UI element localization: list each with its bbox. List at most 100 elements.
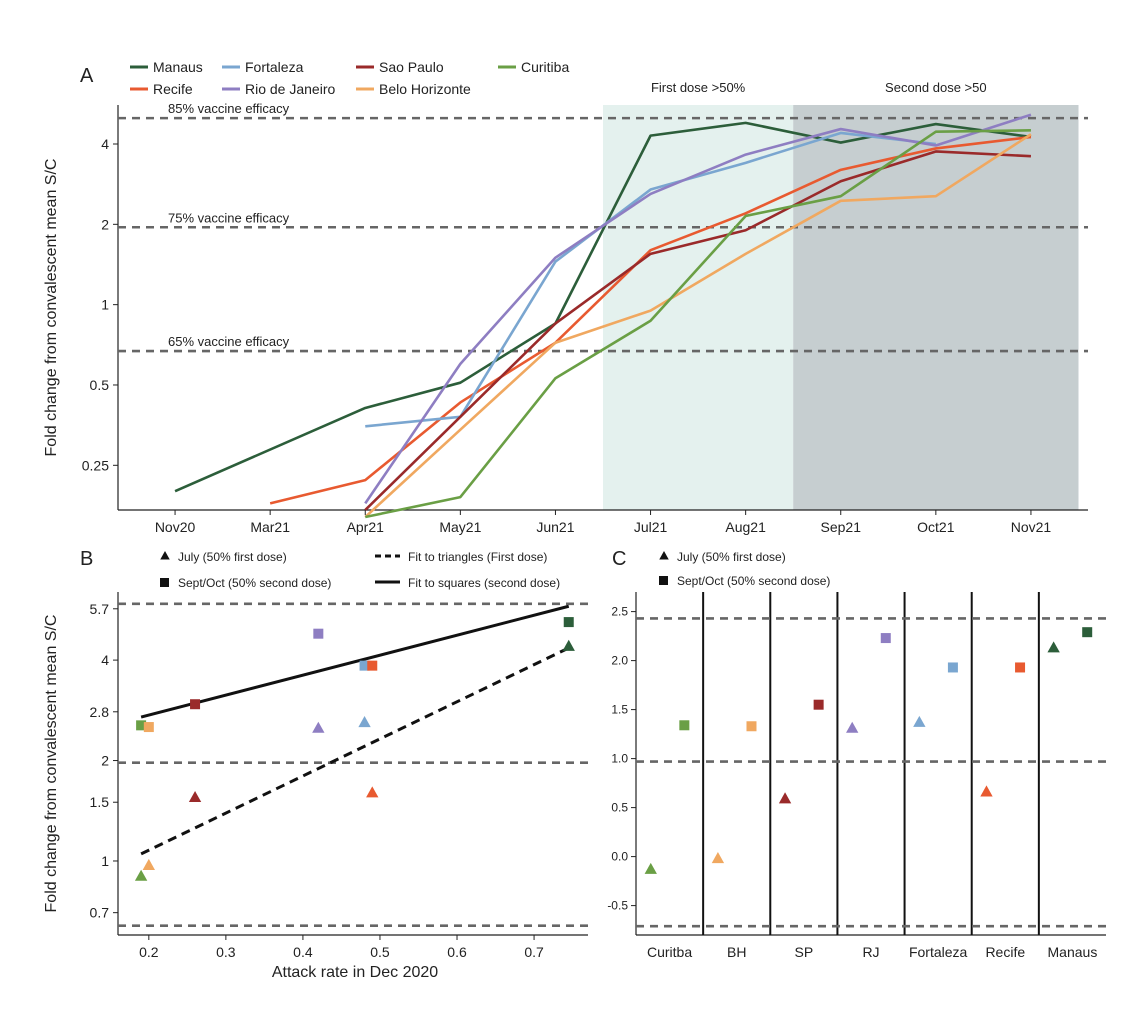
legend-square-c: [659, 576, 668, 585]
y-tick-label-0-5: 0.5: [90, 377, 110, 393]
panel-label-c: C: [612, 548, 626, 570]
panel-label-a: A: [80, 65, 94, 87]
legend-label-square-c: Sept/Oct (50% second dose): [677, 574, 830, 588]
y-tick-label-c-0-5: 0.5: [611, 801, 628, 815]
legend-label-curitiba: Curitiba: [521, 59, 569, 75]
legend-label-belo-horizonte: Belo Horizonte: [379, 81, 471, 97]
x-tick-label-b-0-3: 0.3: [216, 944, 236, 960]
reference-label-65-vaccine-efficacy: 65% vaccine efficacy: [168, 334, 290, 349]
series-line-belo-horizonte: [364, 133, 1032, 518]
triangle-point-c-manaus: [1047, 641, 1060, 653]
legend-label-triangle-b: July (50% first dose): [178, 550, 287, 564]
triangle-point-manaus: [562, 639, 575, 651]
category-label-c-recife: Recife: [985, 944, 1025, 960]
square-point-c-sp: [813, 699, 824, 710]
y-tick-label-b-0-7: 0.7: [90, 905, 110, 921]
triangle-point-rio-de-janeiro: [312, 721, 325, 733]
x-tick-label-apr21: Apr21: [347, 519, 385, 535]
triangle-point-belo-horizonte: [142, 858, 155, 870]
x-tick-label-nov20: Nov20: [155, 519, 196, 535]
band-label-first-dose-50-: First dose >50%: [651, 80, 746, 95]
fit-line-triangles: [140, 646, 570, 856]
band-label-second-dose-50: Second dose >50: [885, 80, 987, 95]
square-point-curitiba: [136, 720, 147, 731]
x-tick-label-oct21: Oct21: [917, 519, 955, 535]
category-label-c-manaus: Manaus: [1048, 944, 1098, 960]
triangle-point-c-bh: [711, 852, 725, 864]
triangle-point-c-rj: [846, 721, 859, 733]
triangle-point-sao-paulo: [188, 790, 202, 803]
y-tick-label-0-25: 0.25: [82, 457, 109, 473]
square-point-fortaleza: [359, 660, 370, 671]
legend-label-dashed-b: Fit to triangles (First dose): [408, 550, 547, 564]
square-point-c-fortaleza: [947, 662, 958, 673]
legend-label-triangle-c: July (50% first dose): [677, 550, 786, 564]
square-point-recife: [367, 660, 378, 671]
x-tick-label-b-0-5: 0.5: [370, 944, 390, 960]
square-point-c-manaus: [1082, 627, 1093, 638]
category-label-c-fortaleza: Fortaleza: [909, 944, 968, 960]
y-tick-label-b-4: 4: [101, 652, 109, 668]
x-tick-label-jun21: Jun21: [536, 519, 574, 535]
square-point-rio-de-janeiro: [313, 628, 324, 639]
y-axis-title-a: Fold change from convalescent mean S/C: [43, 159, 60, 457]
square-point-sao-paulo: [190, 699, 201, 710]
x-tick-label-b-0-7: 0.7: [524, 944, 544, 960]
fit-line-squares: [140, 604, 570, 719]
legend-label-recife: Recife: [153, 81, 193, 97]
series-line-curitiba: [364, 129, 1031, 519]
y-tick-label-c-1-0: 1.0: [611, 752, 628, 766]
triangle-point-c-fortaleza: [913, 715, 926, 727]
legend-triangle-b: [160, 551, 170, 560]
legend-label-sao-paulo: Sao Paulo: [379, 59, 444, 75]
y-tick-label-b-5-7: 5.7: [90, 601, 110, 617]
x-tick-label-may21: May21: [439, 519, 481, 535]
series-line-manaus: [174, 121, 1032, 493]
category-label-c-sp: SP: [795, 944, 814, 960]
category-label-c-curitba: Curitba: [647, 944, 692, 960]
band-second-dose-50: [793, 105, 1079, 510]
x-tick-label-b-0-4: 0.4: [293, 944, 313, 960]
reference-label-85-vaccine-efficacy: 85% vaccine efficacy: [168, 101, 290, 116]
y-tick-label-b-2-8: 2.8: [90, 704, 110, 720]
legend-label-rio-de-janeiro: Rio de Janeiro: [245, 81, 335, 97]
series-line-recife: [269, 135, 1032, 505]
x-tick-label-b-0-2: 0.2: [139, 944, 159, 960]
triangle-point-fortaleza: [358, 716, 371, 728]
x-tick-label-jul21: Jul21: [634, 519, 668, 535]
square-point-c-curitba: [679, 720, 690, 731]
y-tick-label-c-0-0: 0.0: [611, 850, 628, 864]
y-axis-title-b: Fold change from convalescent mean S/C: [43, 615, 60, 913]
x-tick-label-sep21: Sep21: [821, 519, 862, 535]
triangle-point-recife: [366, 786, 379, 798]
panel-a: First dose >50% Second dose >50 85% vaccin…: [43, 59, 1088, 535]
panel-c: Curitba BH SP RJ Fortaleza Recife Manaus -0.5 0.…: [607, 548, 1106, 960]
y-tick-label-c-2-0: 2.0: [611, 654, 628, 668]
panel-label-b: B: [80, 548, 93, 570]
y-tick-label-b-1: 1: [101, 853, 109, 869]
series-line-sao-paulo: [364, 150, 1032, 511]
category-label-c-bh: BH: [727, 944, 746, 960]
legend-label-square-b: Sept/Oct (50% second dose): [178, 576, 331, 590]
y-tick-label-b-1-5: 1.5: [90, 794, 110, 810]
y-tick-label-c-2-5: 2.5: [611, 605, 628, 619]
panel-b: 0.2 0.3 0.4 0.5 0.6 0.7 0.7 1 1.5 2 2.8 4 5.7 Attack …: [43, 548, 588, 981]
legend-triangle-c: [659, 551, 669, 560]
x-axis-title-b: Attack rate in Dec 2020: [272, 964, 438, 981]
x-tick-label-aug21: Aug21: [725, 519, 766, 535]
legend-label-manaus: Manaus: [153, 59, 203, 75]
x-tick-label-mar21: Mar21: [250, 519, 290, 535]
x-tick-label-nov21: Nov21: [1011, 519, 1052, 535]
band-first-dose-50-: [603, 105, 794, 510]
square-point-c-rj: [880, 633, 891, 644]
triangle-point-c-recife: [980, 785, 993, 797]
y-tick-label-b-2: 2: [101, 753, 109, 769]
y-tick-label-2: 2: [101, 216, 109, 232]
y-tick-label-c-1-5: 1.5: [611, 703, 628, 717]
y-tick-label-c--0-5: -0.5: [607, 899, 628, 913]
category-label-c-rj: RJ: [862, 944, 879, 960]
square-point-c-recife: [1015, 662, 1026, 673]
triangle-point-c-curitba: [644, 862, 657, 874]
square-point-belo-horizonte: [143, 722, 154, 733]
